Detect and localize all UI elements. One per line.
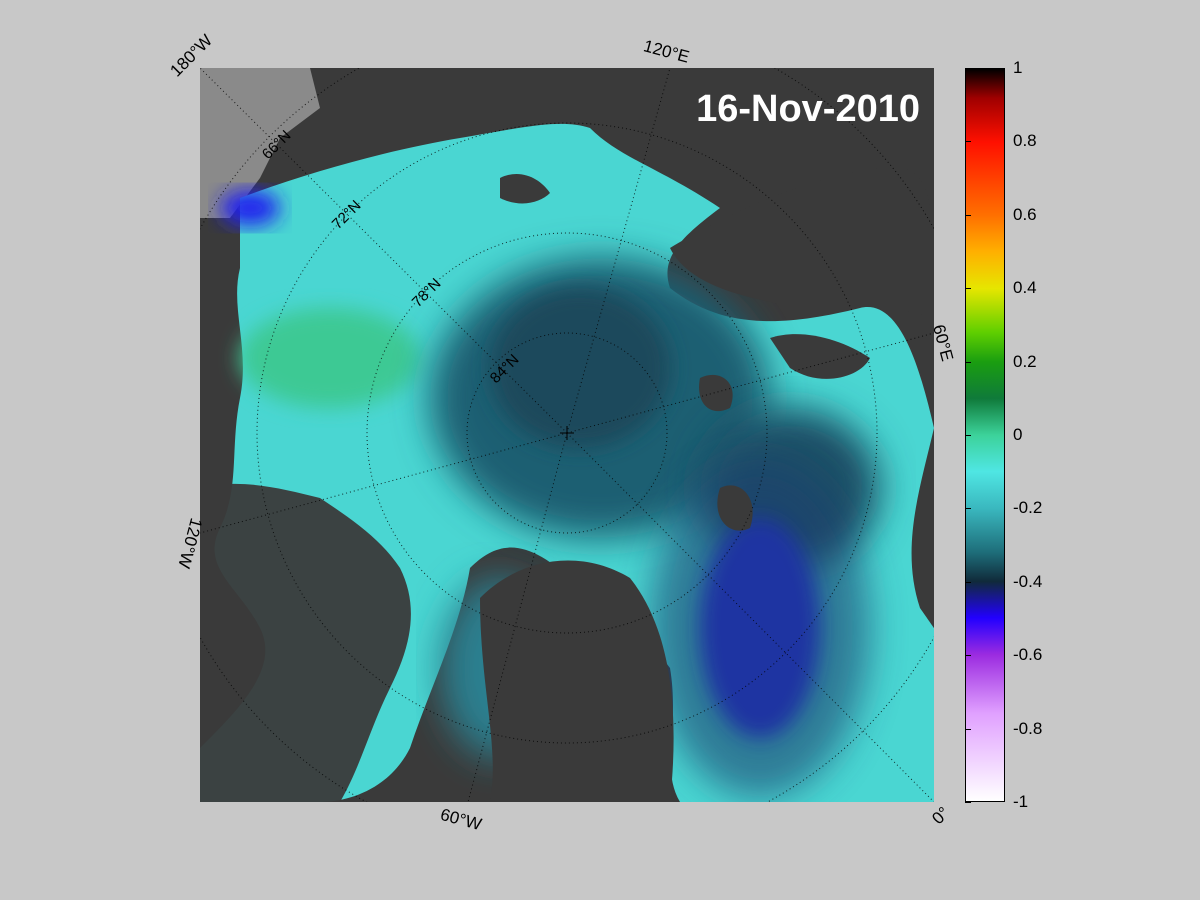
land-masses [200, 167, 934, 802]
colorbar-tick-mark [965, 288, 971, 290]
colorbar-tick-label: 0 [1013, 425, 1023, 444]
colorbar-tick-mark [965, 508, 971, 510]
colorbar-tick-mark [965, 728, 971, 730]
colorbar-tick-mark [965, 214, 971, 216]
map-svg: 66°N 72°N 78°N 84°N [200, 68, 934, 802]
colorbar-tick-label: -1 [1013, 792, 1029, 811]
no-data-region [200, 68, 320, 218]
colorbar-tick-label: 1 [1013, 58, 1023, 77]
lon-label-0: 0° [928, 803, 954, 829]
greenland [480, 560, 674, 802]
colorbar-tick-label: 0.6 [1013, 204, 1037, 224]
colorbar-tick-mark [965, 361, 971, 363]
colorbar-tick-label: -0.8 [1013, 718, 1043, 738]
colorbar-tick-label: 0.8 [1013, 131, 1037, 151]
svalbard [717, 485, 753, 531]
sea-ice-map: 66°N 72°N 78°N 84°N 16-Nov-2010 [200, 68, 934, 802]
franz-josef-land [699, 374, 733, 412]
colorbar-tick-mark [965, 655, 971, 657]
graticule [200, 68, 934, 802]
colorbar-tick-mark [965, 141, 971, 143]
siberia [670, 167, 934, 318]
colorbar-tick-mark [965, 435, 971, 436]
lon-label-120e: 120°E [641, 36, 692, 67]
colorbar-tick-mark [965, 68, 971, 69]
lon-label-60w: 60°W [438, 804, 484, 835]
colorbar [965, 68, 1005, 802]
colorbar-tick-label: -0.2 [1013, 498, 1043, 518]
date-label: 16-Nov-2010 [696, 88, 920, 130]
island-1 [500, 173, 550, 204]
colorbar-tick-label: -0.6 [1013, 645, 1043, 665]
scandinavia [911, 428, 934, 628]
colorbar-tick-label: 0.2 [1013, 351, 1037, 371]
colorbar-tick-mark [965, 802, 971, 803]
colorbar-tick-mark [965, 581, 971, 583]
colorbar-tick-label: -0.4 [1013, 571, 1043, 591]
canadian-archipelago [200, 483, 411, 802]
colorbar-tick-label: 0.4 [1013, 278, 1037, 298]
novaya-zemlya [770, 334, 870, 379]
